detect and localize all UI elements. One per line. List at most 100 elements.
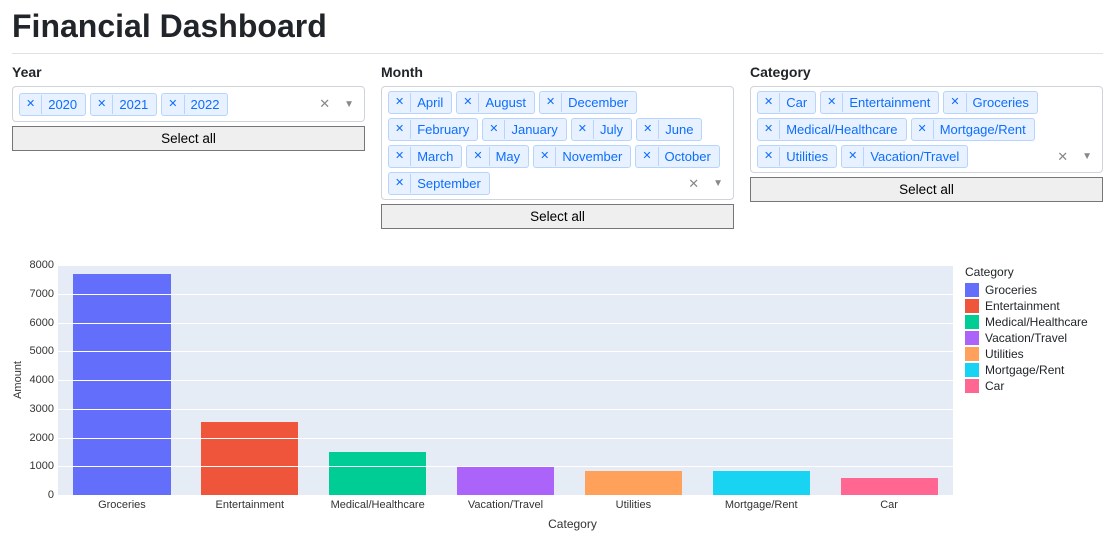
month-dropdown[interactable]: ✕April ✕August ✕December ✕February ✕Janu… xyxy=(381,86,734,200)
month-tag[interactable]: ✕February xyxy=(388,118,478,141)
page-title: Financial Dashboard xyxy=(12,8,1103,45)
bar[interactable] xyxy=(841,478,938,495)
category-dropdown[interactable]: ✕Car ✕Entertainment ✕Groceries ✕Medical/… xyxy=(750,86,1103,173)
category-tag[interactable]: ✕Vacation/Travel xyxy=(841,145,968,168)
month-tag[interactable]: ✕January xyxy=(482,118,566,141)
legend-label: Groceries xyxy=(985,283,1037,297)
close-icon[interactable]: ✕ xyxy=(534,147,556,166)
close-icon[interactable]: ✕ xyxy=(389,174,411,193)
bar[interactable] xyxy=(329,452,426,495)
category-tag-label: Vacation/Travel xyxy=(864,146,967,167)
month-tag-label: November xyxy=(556,146,630,167)
month-tag[interactable]: ✕November xyxy=(533,145,631,168)
legend-item[interactable]: Utilities xyxy=(965,347,1103,361)
chevron-down-icon[interactable]: ▼ xyxy=(340,99,358,110)
month-tag[interactable]: ✕December xyxy=(539,91,637,114)
month-tag-label: September xyxy=(411,173,489,194)
chart-plot-area[interactable]: GroceriesEntertainmentMedical/Healthcare… xyxy=(58,265,953,495)
legend-swatch xyxy=(965,299,979,313)
month-tag[interactable]: ✕April xyxy=(388,91,452,114)
year-tag[interactable]: ✕2020 xyxy=(19,93,86,116)
year-tag[interactable]: ✕2021 xyxy=(90,93,157,116)
category-tag[interactable]: ✕Groceries xyxy=(943,91,1038,114)
legend-item[interactable]: Mortgage/Rent xyxy=(965,363,1103,377)
legend-item[interactable]: Groceries xyxy=(965,283,1103,297)
select-all-year-button[interactable]: Select all xyxy=(12,126,365,151)
grid-line xyxy=(58,351,953,352)
legend-item[interactable]: Medical/Healthcare xyxy=(965,315,1103,329)
close-icon[interactable]: ✕ xyxy=(912,120,934,139)
category-tag-label: Groceries xyxy=(967,92,1037,113)
month-tag[interactable]: ✕September xyxy=(388,172,490,195)
year-dropdown[interactable]: ✕2020 ✕2021 ✕2022 ✕ ▼ xyxy=(12,86,365,122)
select-all-month-button[interactable]: Select all xyxy=(381,204,734,229)
month-tag[interactable]: ✕May xyxy=(466,145,529,168)
legend-label: Entertainment xyxy=(985,299,1060,313)
category-tag-label: Entertainment xyxy=(843,92,938,113)
legend-swatch xyxy=(965,283,979,297)
bar[interactable] xyxy=(73,274,170,495)
close-icon[interactable]: ✕ xyxy=(758,120,780,139)
close-icon[interactable]: ✕ xyxy=(91,95,113,114)
legend-item[interactable]: Vacation/Travel xyxy=(965,331,1103,345)
ytick-label: 0 xyxy=(26,489,54,501)
close-icon[interactable]: ✕ xyxy=(758,93,780,112)
xtick-label: Utilities xyxy=(569,499,697,511)
ytick-label: 7000 xyxy=(26,288,54,300)
legend-swatch xyxy=(965,315,979,329)
bar[interactable] xyxy=(713,471,810,495)
close-icon[interactable]: ✕ xyxy=(457,93,479,112)
select-all-category-button[interactable]: Select all xyxy=(750,177,1103,202)
clear-icon[interactable]: ✕ xyxy=(315,96,334,112)
legend-swatch xyxy=(965,363,979,377)
month-tag[interactable]: ✕August xyxy=(456,91,535,114)
close-icon[interactable]: ✕ xyxy=(389,120,411,139)
close-icon[interactable]: ✕ xyxy=(821,93,843,112)
close-icon[interactable]: ✕ xyxy=(162,95,184,114)
category-tag-label: Mortgage/Rent xyxy=(934,119,1034,140)
close-icon[interactable]: ✕ xyxy=(636,147,658,166)
month-tag[interactable]: ✕October xyxy=(635,145,719,168)
month-tag[interactable]: ✕March xyxy=(388,145,462,168)
grid-line xyxy=(58,380,953,381)
legend-item[interactable]: Entertainment xyxy=(965,299,1103,313)
category-tag[interactable]: ✕Utilities xyxy=(757,145,837,168)
close-icon[interactable]: ✕ xyxy=(637,120,659,139)
legend-item[interactable]: Car xyxy=(965,379,1103,393)
category-tag[interactable]: ✕Entertainment xyxy=(820,91,939,114)
month-tag[interactable]: ✕July xyxy=(571,118,632,141)
category-tag[interactable]: ✕Mortgage/Rent xyxy=(911,118,1035,141)
close-icon[interactable]: ✕ xyxy=(483,120,505,139)
bar[interactable] xyxy=(457,466,554,495)
close-icon[interactable]: ✕ xyxy=(842,147,864,166)
chart-legend: Category Groceries Entertainment Medical/H… xyxy=(953,265,1103,395)
filter-category-label: Category xyxy=(750,64,1103,80)
legend-label: Car xyxy=(985,379,1004,393)
close-icon[interactable]: ✕ xyxy=(572,120,594,139)
bar[interactable] xyxy=(585,471,682,495)
month-tag-label: October xyxy=(659,146,719,167)
legend-swatch xyxy=(965,347,979,361)
month-tag[interactable]: ✕June xyxy=(636,118,702,141)
close-icon[interactable]: ✕ xyxy=(389,147,411,166)
chevron-down-icon[interactable]: ▼ xyxy=(1078,151,1096,162)
category-tag[interactable]: ✕Car xyxy=(757,91,816,114)
close-icon[interactable]: ✕ xyxy=(467,147,489,166)
legend-swatch xyxy=(965,331,979,345)
legend-title: Category xyxy=(965,265,1103,279)
year-tag[interactable]: ✕2022 xyxy=(161,93,228,116)
ytick-label: 3000 xyxy=(26,403,54,415)
close-icon[interactable]: ✕ xyxy=(389,93,411,112)
clear-icon[interactable]: ✕ xyxy=(1053,149,1072,165)
clear-icon[interactable]: ✕ xyxy=(684,176,703,192)
grid-line xyxy=(58,323,953,324)
close-icon[interactable]: ✕ xyxy=(20,95,42,114)
close-icon[interactable]: ✕ xyxy=(758,147,780,166)
category-tag[interactable]: ✕Medical/Healthcare xyxy=(757,118,907,141)
ytick-label: 8000 xyxy=(26,259,54,271)
bar[interactable] xyxy=(201,422,298,495)
close-icon[interactable]: ✕ xyxy=(944,93,966,112)
chevron-down-icon[interactable]: ▼ xyxy=(709,178,727,189)
legend-label: Vacation/Travel xyxy=(985,331,1067,345)
close-icon[interactable]: ✕ xyxy=(540,93,562,112)
